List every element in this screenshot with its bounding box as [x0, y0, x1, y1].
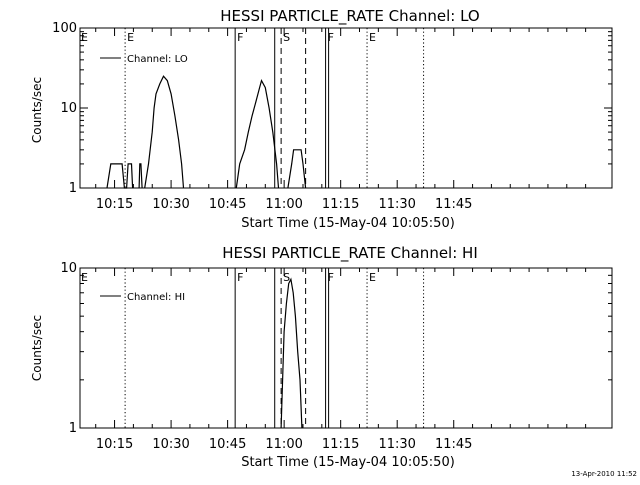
x-tick-label-hi: 10:30	[152, 437, 189, 452]
x-tick-label-lo: 10:30	[152, 197, 189, 212]
x-tick-label-lo: 11:00	[265, 197, 302, 212]
series-line-lo	[287, 149, 307, 189]
event-marker-label-lo: E	[127, 31, 134, 44]
y-tick-label-hi: 1	[69, 421, 77, 436]
x-tick-label-lo: 10:15	[96, 197, 133, 212]
x-tick-label-lo: 11:30	[378, 197, 415, 212]
x-tick-label-lo: 10:45	[209, 197, 246, 212]
event-marker-label-hi: F	[328, 271, 334, 284]
x-tick-label-hi: 10:45	[209, 437, 246, 452]
y-axis-label-hi: Counts/sec	[30, 315, 44, 381]
legend-label-lo: Channel: LO	[127, 54, 188, 65]
x-tick-label-lo: 11:45	[435, 197, 472, 212]
edge-marker-label-lo: E	[81, 31, 88, 44]
footer-timestamp: 13-Apr-2010 11:52	[571, 470, 637, 478]
series-line-lo	[138, 163, 143, 189]
edge-marker-label-hi: E	[81, 271, 88, 284]
event-marker-label-lo: F	[237, 31, 243, 44]
x-tick-label-hi: 11:45	[435, 437, 472, 452]
series-line-lo	[106, 163, 134, 189]
y-tick-label-lo: 1	[69, 181, 77, 196]
event-marker-label-lo: F	[328, 31, 334, 44]
event-marker-label-hi: S	[283, 271, 290, 284]
x-tick-label-hi: 11:00	[265, 437, 302, 452]
x-tick-label-hi: 11:15	[322, 437, 359, 452]
y-axis-label-lo: Counts/sec	[30, 77, 44, 143]
x-tick-label-lo: 11:15	[322, 197, 359, 212]
y-tick-label-lo: 100	[52, 21, 77, 36]
event-marker-label-hi: E	[369, 271, 376, 284]
x-axis-label-lo: Start Time (15-May-04 10:05:50)	[241, 216, 455, 231]
series-line-hi	[280, 277, 303, 429]
chart-title-lo: HESSI PARTICLE_RATE Channel: LO	[220, 7, 479, 26]
chart-title-hi: HESSI PARTICLE_RATE Channel: HI	[222, 244, 478, 263]
series-line-lo	[144, 75, 185, 189]
event-marker-label-lo: S	[283, 31, 290, 44]
y-tick-label-lo: 10	[60, 101, 77, 116]
series-line-lo	[235, 78, 280, 189]
legend-label-hi: Channel: HI	[127, 292, 185, 303]
x-axis-label-hi: Start Time (15-May-04 10:05:50)	[241, 455, 455, 470]
x-tick-label-hi: 10:15	[96, 437, 133, 452]
x-tick-label-hi: 11:30	[378, 437, 415, 452]
event-marker-label-hi: F	[237, 271, 243, 284]
plot-frame-lo	[79, 27, 613, 189]
y-tick-label-hi: 10	[60, 261, 77, 276]
plot-frame-hi	[79, 267, 613, 429]
event-marker-label-lo: E	[369, 31, 376, 44]
